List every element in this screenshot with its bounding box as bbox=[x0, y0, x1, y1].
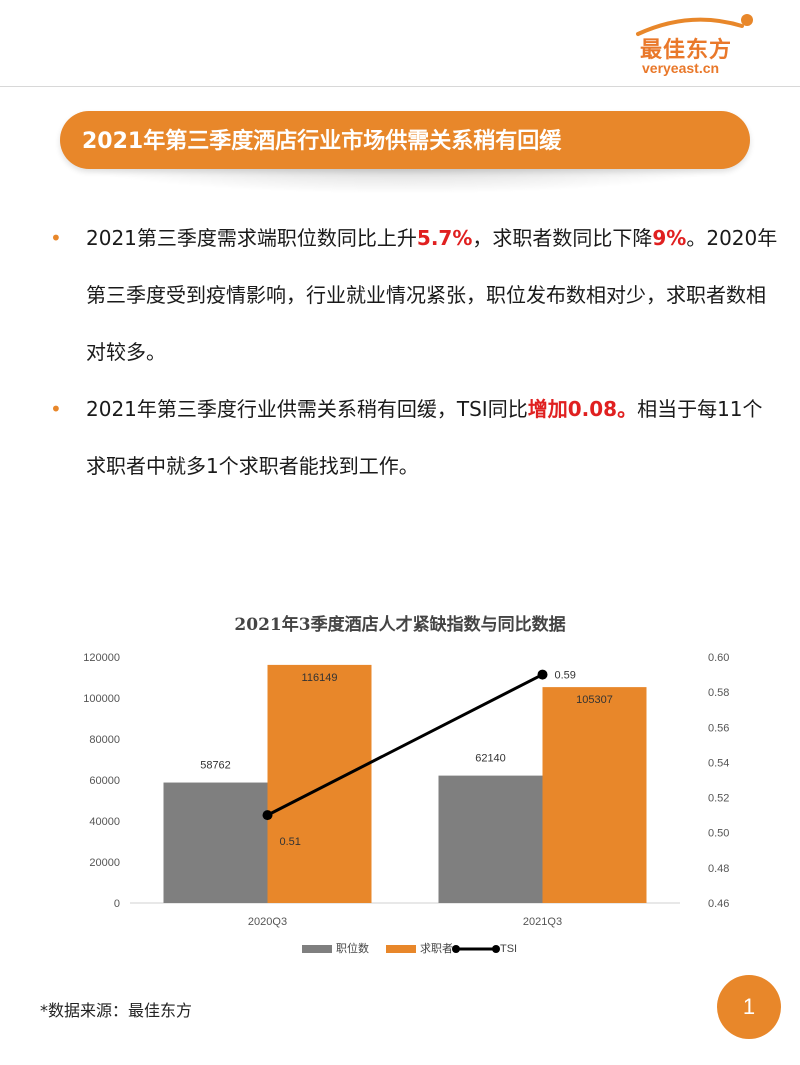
tsi-data-label: 0.59 bbox=[555, 670, 576, 682]
legend-swatch-seekers bbox=[386, 945, 416, 953]
brand-logo: 最佳东方 veryeast.cn bbox=[630, 12, 760, 78]
header-divider bbox=[0, 86, 800, 87]
y-right-tick-label: 0.48 bbox=[708, 863, 729, 875]
legend-swatch-positions bbox=[302, 945, 332, 953]
logo-swoosh-icon bbox=[636, 14, 753, 36]
y-right-tick-label: 0.56 bbox=[708, 722, 729, 734]
combo-chart: 2021年3季度酒店人才紧缺指数与同比数据 0 20000 40000 60000 800… bbox=[83, 614, 729, 955]
data-source-note: *数据来源：最佳东方 bbox=[40, 1001, 193, 1020]
section-title: 2021年第三季度酒店行业市场供需关系稍有回缓 bbox=[82, 129, 562, 154]
y-right-tick-label: 0.52 bbox=[708, 793, 729, 805]
bar-data-label: 116149 bbox=[302, 672, 338, 684]
legend-marker-tsi bbox=[452, 945, 460, 953]
bar-seekers bbox=[267, 664, 372, 903]
bar-data-label: 62140 bbox=[475, 753, 506, 765]
y-right-tick-label: 0.58 bbox=[708, 687, 729, 699]
tsi-point bbox=[262, 810, 273, 821]
bullet-text: 2021年第三季度行业供需关系稍有回缓，TSI同比增加0.08。相当于每11个求… bbox=[86, 397, 763, 478]
bullet-item-1: • 2021第三季度需求端职位数同比上升5.7%，求职者数同比下降9%。2020… bbox=[50, 210, 780, 381]
chart-title: 2021年3季度酒店人才紧缺指数与同比数据 bbox=[234, 614, 565, 635]
logo-text-en: veryeast.cn bbox=[642, 60, 720, 76]
bar-data-label: 105307 bbox=[576, 694, 613, 706]
bar-data-label: 58762 bbox=[200, 760, 231, 772]
section-banner: 2021年第三季度酒店行业市场供需关系稍有回缓 bbox=[60, 111, 750, 169]
bar-positions bbox=[438, 775, 543, 903]
y-right-tick-label: 0.46 bbox=[708, 898, 729, 910]
y-left-tick-label: 100000 bbox=[83, 693, 120, 705]
y-left-tick-label: 20000 bbox=[89, 857, 120, 869]
bullet-dot-icon: • bbox=[50, 397, 62, 421]
bullet-dot-icon: • bbox=[50, 226, 62, 250]
bullet-text: 2021第三季度需求端职位数同比上升5.7%，求职者数同比下降9%。2020年第… bbox=[86, 226, 778, 364]
legend-label-positions: 职位数 bbox=[336, 941, 369, 955]
y-left-tick-label: 40000 bbox=[89, 816, 120, 828]
y-left-tick-label: 60000 bbox=[89, 775, 120, 787]
x-tick-label: 2021Q3 bbox=[523, 916, 562, 928]
logo-text-cn: 最佳东方 bbox=[640, 38, 733, 63]
chart-container: 2021年3季度酒店人才紧缺指数与同比数据 0 20000 40000 60000 800… bbox=[40, 600, 760, 970]
legend-marker-tsi bbox=[492, 945, 500, 953]
page-number-badge: 1 bbox=[717, 975, 781, 1039]
x-tick-label: 2020Q3 bbox=[248, 916, 287, 928]
y-right-tick-label: 0.50 bbox=[708, 828, 729, 840]
tsi-point bbox=[537, 669, 548, 680]
y-left-tick-label: 80000 bbox=[89, 734, 120, 746]
legend-label-tsi: TSI bbox=[500, 943, 517, 955]
bullet-item-2: • 2021年第三季度行业供需关系稍有回缓，TSI同比增加0.08。相当于每11… bbox=[50, 381, 780, 495]
y-left-tick-label: 0 bbox=[114, 898, 120, 910]
tsi-line bbox=[266, 673, 544, 817]
y-left-tick-label: 120000 bbox=[83, 652, 120, 664]
tsi-data-label: 0.51 bbox=[280, 836, 301, 848]
y-right-tick-label: 0.60 bbox=[708, 652, 729, 664]
y-right-tick-label: 0.54 bbox=[708, 757, 729, 769]
bar-seekers bbox=[542, 687, 647, 903]
bullet-list: • 2021第三季度需求端职位数同比上升5.7%，求职者数同比下降9%。2020… bbox=[50, 210, 780, 495]
bar-positions bbox=[163, 782, 268, 903]
legend-label-seekers: 求职者 bbox=[420, 942, 453, 955]
